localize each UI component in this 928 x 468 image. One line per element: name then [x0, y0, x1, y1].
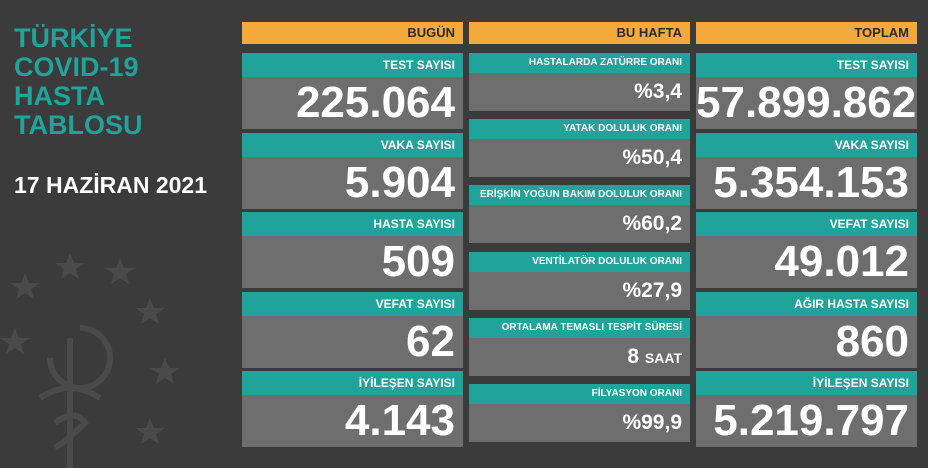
- total-case-card: VAKA SAYISI 5.354.153: [696, 133, 917, 209]
- card-value: %27,9: [469, 272, 690, 310]
- health-ministry-emblem-icon: [0, 253, 180, 468]
- total-header: TOPLAM: [696, 22, 917, 44]
- card-label: FİLYASYON ORANI: [469, 384, 690, 404]
- week-ventilator-card: VENTİLATÖR DOLULUK ORANI %27,9: [469, 252, 690, 310]
- card-label: HASTALARDA ZATÜRRE ORANI: [469, 53, 690, 73]
- week-header: BU HAFTA: [469, 22, 690, 44]
- card-value: 5.354.153: [696, 157, 917, 209]
- card-label: HASTA SAYISI: [242, 212, 463, 236]
- card-value: 62: [242, 316, 463, 368]
- card-value: 5.904: [242, 157, 463, 209]
- card-label: VEFAT SAYISI: [242, 292, 463, 316]
- card-label: TEST SAYISI: [242, 53, 463, 77]
- title-line: TÜRKİYE: [14, 23, 133, 53]
- card-label: VEFAT SAYISI: [696, 212, 917, 236]
- total-critical-card: AĞIR HASTA SAYISI 860: [696, 292, 917, 368]
- page-title: TÜRKİYE COVID-19 HASTA TABLOSU: [14, 24, 143, 140]
- total-recovered-card: İYİLEŞEN SAYISI 5.219.797: [696, 371, 917, 447]
- today-header: BUGÜN: [242, 22, 463, 44]
- week-column: BU HAFTA HASTALARDA ZATÜRRE ORANI %3,4 Y…: [469, 22, 690, 446]
- today-death-card: VEFAT SAYISI 62: [242, 292, 463, 368]
- week-filiation-card: FİLYASYON ORANI %99,9: [469, 384, 690, 442]
- week-bed-occupancy-card: YATAK DOLULUK ORANI %50,4: [469, 119, 690, 177]
- report-date: 17 HAZİRAN 2021: [14, 172, 208, 198]
- card-value: 4.143: [242, 395, 463, 447]
- card-label: VAKA SAYISI: [696, 133, 917, 157]
- card-label: İYİLEŞEN SAYISI: [242, 371, 463, 395]
- title-line: HASTA: [14, 81, 105, 111]
- card-value: 57.899.862: [696, 77, 917, 129]
- total-column: TOPLAM TEST SAYISI 57.899.862 VAKA SAYIS…: [696, 22, 917, 447]
- today-case-card: VAKA SAYISI 5.904: [242, 133, 463, 209]
- card-value: %99,9: [469, 404, 690, 442]
- card-value: 8 SAAT: [469, 338, 690, 376]
- card-value: 5.219.797: [696, 395, 917, 447]
- card-value: %60,2: [469, 205, 690, 243]
- contact-time-value: 8: [627, 345, 640, 368]
- card-label: TEST SAYISI: [696, 53, 917, 77]
- week-contact-time-card: ORTALAMA TEMASLI TESPİT SÜRESİ 8 SAAT: [469, 318, 690, 376]
- today-column: BUGÜN TEST SAYISI 225.064 VAKA SAYISI 5.…: [242, 22, 463, 447]
- card-value: 49.012: [696, 236, 917, 288]
- card-label: İYİLEŞEN SAYISI: [696, 371, 917, 395]
- card-value: 860: [696, 316, 917, 368]
- total-test-card: TEST SAYISI 57.899.862: [696, 53, 917, 129]
- card-label: VENTİLATÖR DOLULUK ORANI: [469, 252, 690, 272]
- today-recovered-card: İYİLEŞEN SAYISI 4.143: [242, 371, 463, 447]
- total-death-card: VEFAT SAYISI 49.012: [696, 212, 917, 288]
- card-value: 509: [242, 236, 463, 288]
- today-test-card: TEST SAYISI 225.064: [242, 53, 463, 129]
- card-value: %50,4: [469, 139, 690, 177]
- today-patient-card: HASTA SAYISI 509: [242, 212, 463, 288]
- contact-time-unit: SAAT: [644, 350, 682, 366]
- card-label: AĞIR HASTA SAYISI: [696, 292, 917, 316]
- card-label: YATAK DOLULUK ORANI: [469, 119, 690, 139]
- title-line: TABLOSU: [14, 110, 143, 140]
- card-label: ORTALAMA TEMASLI TESPİT SÜRESİ: [469, 318, 690, 338]
- title-line: COVID-19: [14, 52, 139, 82]
- card-value: %3,4: [469, 73, 690, 111]
- week-pneumonia-card: HASTALARDA ZATÜRRE ORANI %3,4: [469, 53, 690, 111]
- card-label: ERİŞKİN YOĞUN BAKIM DOLULUK ORANI: [469, 185, 690, 205]
- card-value: 225.064: [242, 77, 463, 129]
- week-icu-occupancy-card: ERİŞKİN YOĞUN BAKIM DOLULUK ORANI %60,2: [469, 185, 690, 243]
- card-label: VAKA SAYISI: [242, 133, 463, 157]
